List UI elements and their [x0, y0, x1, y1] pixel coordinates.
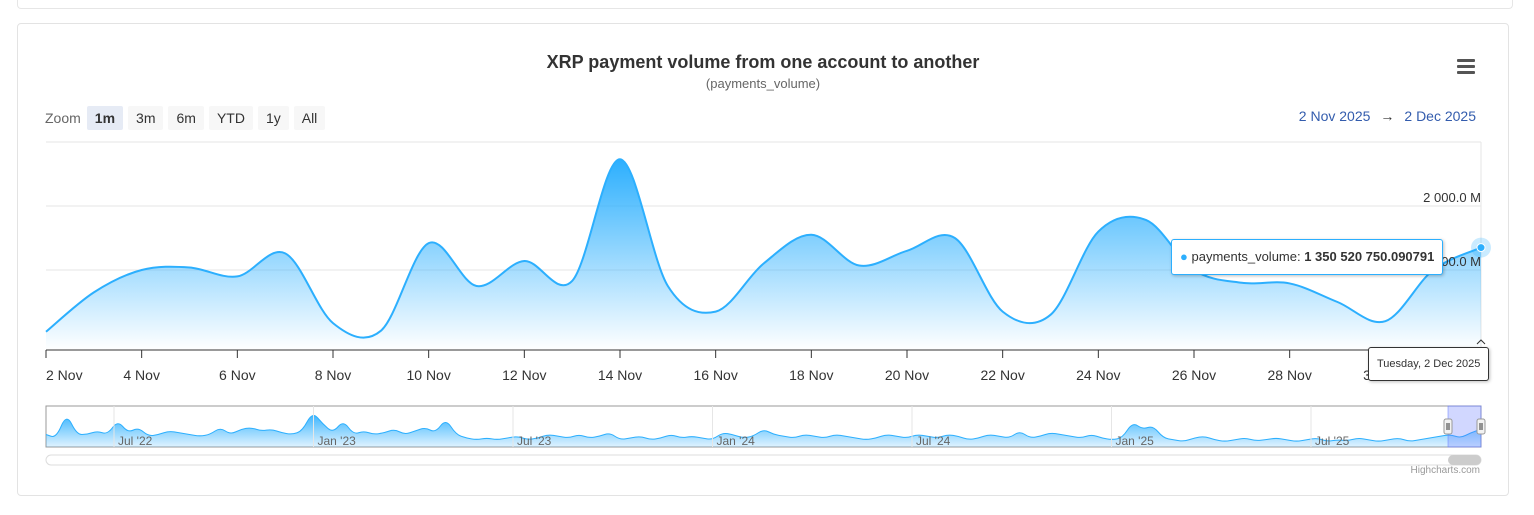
tooltip-separator: : [1296, 249, 1305, 264]
zoom-button-3m[interactable]: 3m [128, 106, 164, 130]
navigator-label: Jul '24 [916, 434, 951, 448]
tooltip-value: 1 350 520 750.090791 [1304, 249, 1435, 264]
chart-card: XRP payment volume from one account to a… [17, 23, 1509, 496]
zoom-button-1m[interactable]: 1m [86, 106, 124, 130]
chart-title: XRP payment volume from one account to a… [546, 52, 980, 72]
y-tick-label: 2 000.0 M [1423, 190, 1481, 205]
zoom-button-1y[interactable]: 1y [257, 106, 289, 130]
zoom-button-6m[interactable]: 6m [168, 106, 204, 130]
x-tick-label: 16 Nov [693, 367, 737, 383]
tooltip-series-name: payments_volume [1191, 249, 1297, 264]
navigator-label: Jul '22 [118, 434, 153, 448]
navigator-scrollbar-track[interactable] [45, 454, 1482, 466]
series-line [45, 158, 1482, 339]
tooltip-dot-icon: ● [1180, 249, 1188, 264]
crosshair-marker [1476, 339, 1486, 345]
range-from-input[interactable]: 2 Nov 2025 [1298, 108, 1371, 124]
x-tick-label: 12 Nov [502, 367, 546, 383]
chart-subtitle: (payments_volume) [705, 76, 821, 91]
x-tick-label: 18 Nov [789, 367, 833, 383]
navigator-label: Jan '24 [717, 434, 756, 448]
zoom-button-ytd[interactable]: YTD [208, 106, 253, 130]
navigator-label: Jan '25 [1116, 434, 1155, 448]
navigator-label: Jul '23 [517, 434, 552, 448]
x-tick-label: 2 Nov [46, 367, 83, 383]
navigator-left-handle[interactable] [1443, 418, 1453, 435]
navigator-line [45, 415, 1482, 442]
date-range: 2 Nov 2025 → 2 Dec 2025 [1299, 108, 1476, 124]
x-tick-label: 26 Nov [1172, 367, 1216, 383]
x-tick-label: 24 Nov [1076, 367, 1120, 383]
series-tooltip: ● payments_volume: 1 350 520 750.090791 [1171, 239, 1444, 275]
navigator-scrollbar-thumb[interactable] [1448, 455, 1481, 465]
x-tick-label: 22 Nov [980, 367, 1024, 383]
x-tick-label: 6 Nov [219, 367, 256, 383]
range-arrow: → [1380, 108, 1395, 124]
range-to-input[interactable]: 2 Dec 2025 [1404, 108, 1476, 124]
x-tick-label: 28 Nov [1267, 367, 1311, 383]
navigator-selection[interactable] [1447, 405, 1482, 448]
credits-link[interactable]: Highcharts.com [1410, 465, 1480, 476]
crosshair-date-label: Tuesday, 2 Dec 2025 [1368, 347, 1490, 381]
x-tick-label: 20 Nov [885, 367, 929, 383]
navigator-label: Jan '23 [318, 434, 357, 448]
range-selector: Zoom 1m 3m 6m YTD 1y All [45, 106, 330, 130]
zoom-button-all[interactable]: All [293, 106, 326, 130]
x-tick-label: 14 Nov [598, 367, 642, 383]
x-tick-label: 8 Nov [315, 367, 352, 383]
series-area-fill [46, 159, 1481, 350]
x-tick-label: 10 Nov [406, 367, 450, 383]
previous-panel-edge [17, 0, 1513, 9]
chart-svg: 1 000.0 M2 000.0 M2 Nov 4 Nov 6 Nov 8 Nov 10… [45, 141, 1491, 466]
navigator-label: Jul '25 [1315, 434, 1350, 448]
hamburger-menu-icon[interactable] [1456, 58, 1476, 76]
x-tick-label: 4 Nov [123, 367, 160, 383]
navigator-right-handle[interactable] [1476, 418, 1486, 435]
zoom-label: Zoom [45, 110, 81, 126]
hover-point [1476, 243, 1486, 253]
